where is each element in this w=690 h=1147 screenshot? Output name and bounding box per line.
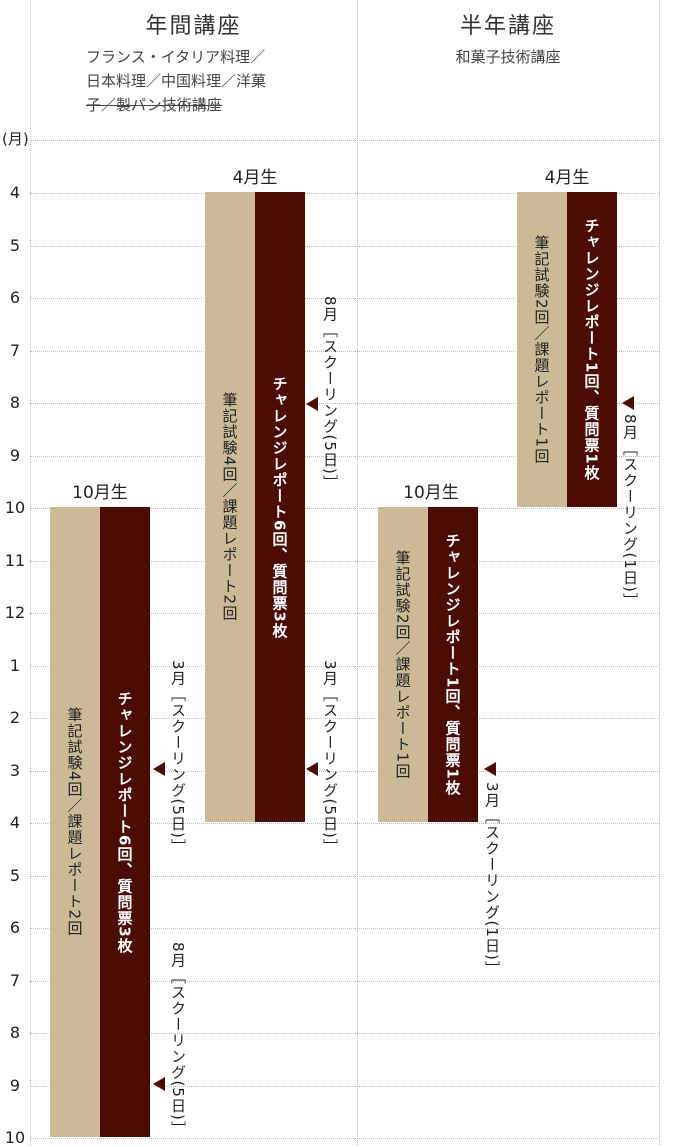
month-unit-label: (月) [2, 130, 29, 148]
half-year-course-subtitle: 和菓子技術講座 [455, 48, 561, 66]
column-divider [30, 0, 31, 1145]
schooling-label: 8月［スクーリング(5日)］ [321, 296, 339, 491]
light-bar: 筆記試験4回／課題レポート2回 [205, 192, 255, 822]
month-tick-label: 5 [9, 865, 21, 885]
month-tick-label: 10 [4, 498, 26, 517]
gridline [30, 665, 660, 667]
month-tick-label: 10 [4, 1128, 26, 1147]
column-divider [659, 0, 660, 1145]
month-tick-label: 9 [9, 445, 21, 465]
gridline [30, 1138, 660, 1139]
schooling-label: 3月［スクーリング(1日)］ [483, 782, 501, 977]
gridline [30, 613, 660, 614]
gridline [30, 770, 660, 772]
light-bar: 筆記試験2回／課題レポート1回 [378, 507, 428, 822]
dark-bar-text: チャレンジレポート1回、質問票1枚 [582, 218, 601, 481]
month-tick-label: 12 [4, 603, 26, 622]
month-tick-label: 3 [9, 760, 21, 780]
column-divider [357, 0, 358, 1145]
dark-bar-text: チャレンジレポート6回、質問票3枚 [270, 375, 289, 639]
month-tick-label: 4 [9, 183, 21, 202]
half-year-course-title: 半年講座 [459, 14, 556, 39]
dark-bar: チャレンジレポート6回、質問票3枚 [255, 192, 305, 822]
gridline [30, 875, 660, 877]
subtitle-line: 日本料理／中国料理／洋菓 [86, 72, 267, 90]
month-tick-label: 8 [9, 393, 21, 412]
schooling-label: 8月［スクーリング(5日)］ [169, 942, 187, 1137]
cohort-label: 10月生 [403, 483, 459, 503]
annual-course-subtitle: フランス・イタリア料理／ 日本料理／中国料理／洋菓 子／製パン技術講座 [86, 45, 316, 117]
schooling-arrow-icon [306, 397, 318, 411]
light-bar-text: 筆記試験2回／課題レポート1回 [393, 549, 412, 780]
gridline [30, 1033, 660, 1034]
gridline [30, 403, 660, 404]
light-bar: 筆記試験4回／課題レポート2回 [50, 507, 100, 1137]
schooling-label: 8月［スクーリング(1日)］ [621, 414, 639, 609]
month-tick-label: 9 [9, 1075, 21, 1095]
month-tick-label: 11 [4, 550, 26, 570]
dark-bar: チャレンジレポート1回、質問票1枚 [428, 507, 478, 822]
month-tick-label: 6 [9, 288, 21, 307]
month-tick-label: 6 [9, 918, 21, 937]
cohort-label: 4月生 [232, 168, 278, 188]
month-tick-label: 8 [9, 1023, 21, 1042]
cohort-label: 10月生 [72, 483, 128, 503]
subtitle-line: フランス・イタリア料理／ [86, 48, 266, 66]
month-tick-label: 7 [9, 970, 21, 990]
month-tick-label: 4 [9, 813, 21, 832]
gridline [30, 350, 660, 352]
month-tick-label: 5 [9, 235, 21, 255]
dark-bar: チャレンジレポート1回、質問票1枚 [567, 192, 617, 507]
annual-course-title: 年間講座 [145, 14, 242, 39]
light-bar: 筆記試験2回／課題レポート1回 [517, 192, 567, 507]
dark-bar-text: チャレンジレポート1回、質問票1枚 [443, 533, 462, 796]
dark-bar-text: チャレンジレポート6回、質問票3枚 [115, 690, 134, 954]
schooling-arrow-icon [153, 762, 165, 776]
gridline [30, 508, 660, 509]
gridline [30, 718, 660, 719]
light-bar-text: 筆記試験2回／課題レポート1回 [532, 234, 551, 465]
gridline [30, 980, 660, 982]
schooling-arrow-icon [484, 762, 496, 776]
schooling-label: 3月［スクーリング(5日)］ [169, 660, 187, 855]
month-tick-label: 2 [9, 708, 21, 727]
schooling-label: 3月［スクーリング(5日)］ [321, 660, 339, 855]
schooling-arrow-icon [306, 762, 318, 776]
gridline [30, 928, 660, 929]
light-bar-text: 筆記試験4回／課題レポート2回 [65, 707, 84, 937]
gridline [30, 560, 660, 562]
gridline [30, 140, 660, 141]
cohort-label: 4月生 [544, 168, 590, 188]
schooling-arrow-icon [622, 396, 634, 410]
gridline [30, 455, 660, 457]
gridline [30, 245, 660, 247]
subtitle-line: 子／製パン技術講座 [86, 96, 222, 114]
month-tick-label: 7 [9, 340, 21, 360]
gridline [30, 823, 660, 824]
month-tick-label: 1 [9, 655, 21, 675]
gridline [30, 1085, 660, 1087]
gridline [30, 193, 660, 194]
gridline [30, 298, 660, 299]
schooling-arrow-icon [153, 1077, 165, 1091]
dark-bar: チャレンジレポート6回、質問票3枚 [100, 507, 150, 1137]
light-bar-text: 筆記試験4回／課題レポート2回 [220, 392, 239, 622]
